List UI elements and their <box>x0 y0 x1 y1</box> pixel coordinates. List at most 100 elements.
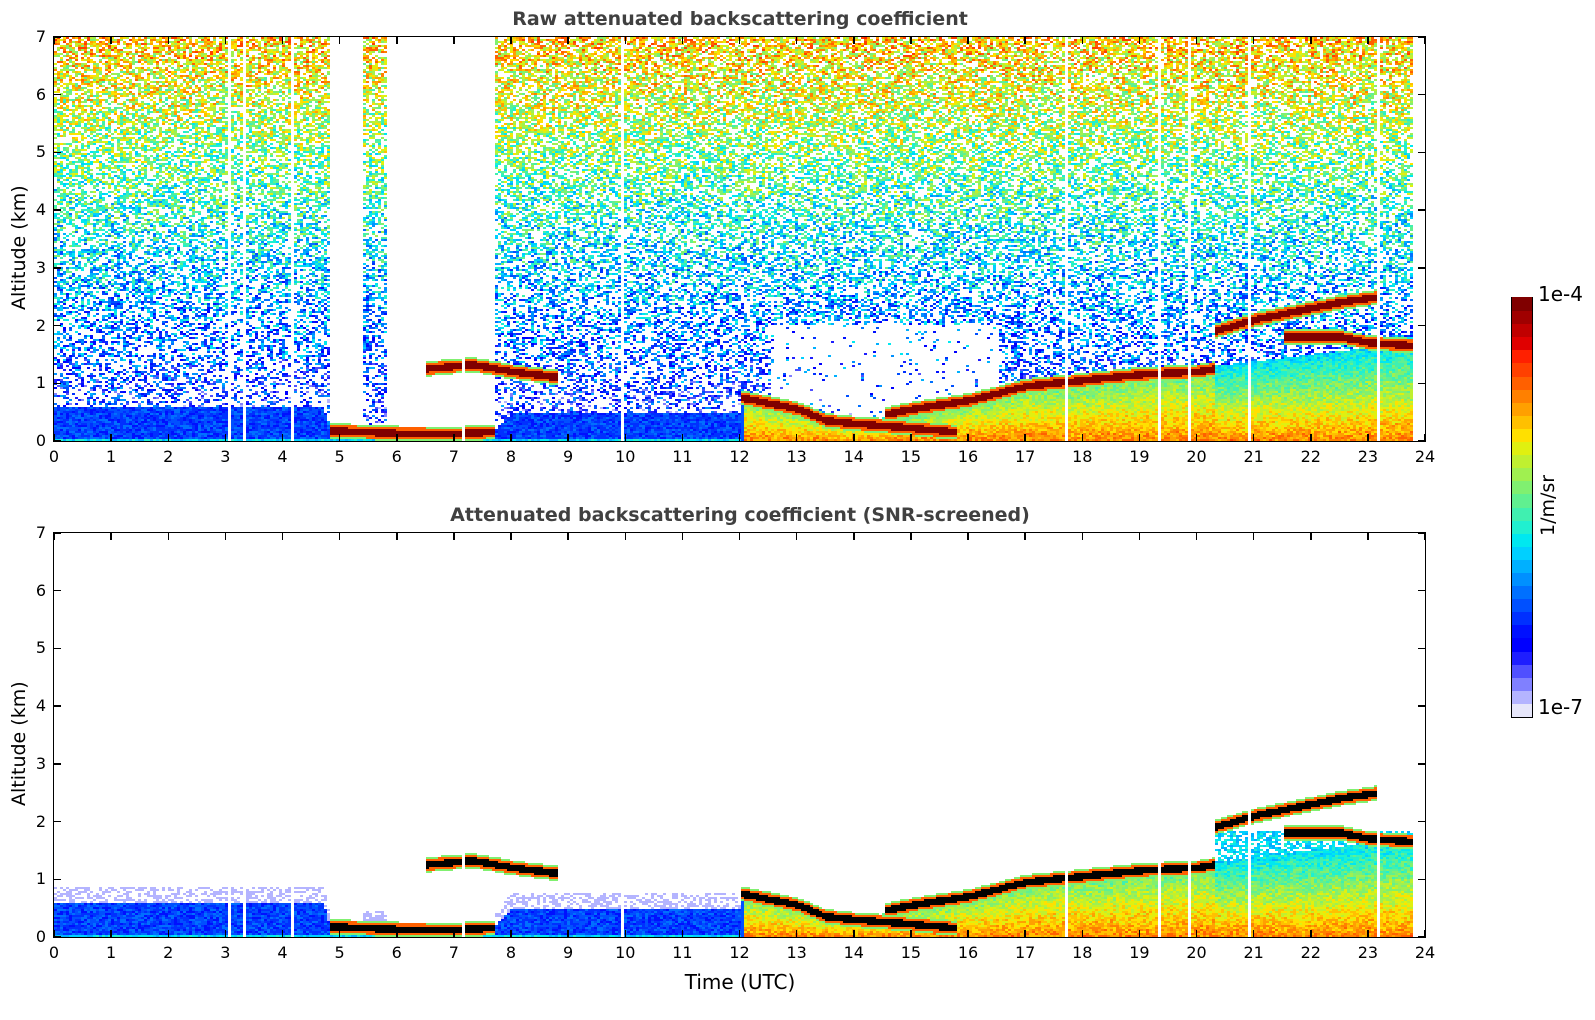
x-tick-label: 22 <box>1300 447 1321 466</box>
y-tick-mark <box>1418 151 1425 154</box>
x-tick-mark <box>510 533 512 540</box>
x-tick-mark <box>167 930 169 937</box>
colorbar-segment <box>1512 624 1532 639</box>
x-tick-label: 23 <box>1357 943 1379 962</box>
colorbar-segment <box>1512 571 1532 587</box>
y-tick-mark <box>54 763 61 765</box>
x-tick-label: 14 <box>843 447 864 466</box>
x-tick-mark <box>1252 434 1255 441</box>
y-tick-label: 4 <box>35 200 46 220</box>
colorbar-segment <box>1512 493 1532 508</box>
x-tick-mark <box>281 37 284 44</box>
colorbar <box>1511 296 1533 718</box>
x-tick-mark <box>110 930 112 937</box>
x-tick-label: 8 <box>505 447 517 466</box>
x-tick-mark <box>681 930 684 937</box>
y-tick-mark <box>1418 763 1425 765</box>
x-tick-mark <box>224 37 227 44</box>
x-tick-mark <box>738 37 741 44</box>
y-tick-mark <box>54 589 61 592</box>
x-tick-label: 15 <box>900 943 922 962</box>
x-tick-label: 1 <box>106 447 117 466</box>
x-tick-label: 0 <box>48 943 60 962</box>
colorbar-segment <box>1512 414 1532 429</box>
x-tick-mark <box>1081 37 1083 44</box>
colorbar-segment <box>1512 427 1532 443</box>
colorbar-segment <box>1512 375 1532 390</box>
x-tick-label: 0 <box>48 447 60 466</box>
x-tick-mark <box>1252 930 1255 937</box>
colorbar-segment <box>1512 637 1532 652</box>
x-tick-mark <box>853 533 855 540</box>
x-tick-label: 18 <box>1072 447 1093 466</box>
x-tick-mark <box>1195 533 1198 540</box>
y-tick-mark <box>54 93 61 96</box>
x-tick-mark <box>1024 37 1026 44</box>
x-tick-mark <box>1138 930 1141 937</box>
x-tick-mark <box>567 930 569 937</box>
y-tick-label: 0 <box>35 927 46 946</box>
colorbar-segment <box>1512 322 1532 338</box>
y-tick-mark <box>1418 532 1425 534</box>
x-tick-mark <box>1367 37 1369 44</box>
x-tick-label: 24 <box>1414 943 1436 962</box>
x-tick-label: 24 <box>1414 447 1436 466</box>
x-tick-label: 5 <box>334 447 345 466</box>
x-tick-mark <box>510 37 512 44</box>
y-tick-mark <box>1418 93 1425 96</box>
x-tick-mark <box>281 434 284 441</box>
colorbar-segment <box>1512 702 1532 717</box>
x-tick-mark <box>1195 434 1198 441</box>
colorbar-segment <box>1512 545 1532 560</box>
x-tick-mark <box>1081 434 1083 441</box>
x-tick-mark <box>53 37 55 44</box>
colorbar-segment <box>1512 453 1532 469</box>
y-tick-label: 7 <box>35 27 46 46</box>
x-tick-mark <box>453 434 455 441</box>
x-tick-mark <box>795 930 798 937</box>
x-tick-label: 12 <box>729 447 750 466</box>
x-tick-label: 12 <box>729 943 750 962</box>
y-tick-label: 7 <box>35 523 46 542</box>
y-tick-mark <box>54 878 61 881</box>
x-tick-label: 10 <box>615 943 636 962</box>
x-tick-mark <box>624 434 626 441</box>
x-tick-mark <box>53 533 55 540</box>
x-tick-mark <box>624 930 626 937</box>
x-tick-mark <box>1310 434 1312 441</box>
x-tick-label: 7 <box>448 447 459 466</box>
colorbar-segment <box>1512 663 1532 678</box>
x-tick-mark <box>396 37 398 44</box>
x-tick-mark <box>281 533 284 540</box>
y-tick-mark <box>1418 936 1425 938</box>
x-tick-mark <box>795 434 798 441</box>
colorbar-segment <box>1512 506 1532 521</box>
colorbar-segment <box>1512 466 1532 482</box>
x-tick-mark <box>567 533 569 540</box>
x-axis-label: Time (UTC) <box>684 970 796 994</box>
x-tick-mark <box>795 37 798 44</box>
x-tick-mark <box>967 37 969 44</box>
x-tick-label: 23 <box>1357 447 1379 466</box>
x-tick-label: 20 <box>1186 447 1207 466</box>
colorbar-segment <box>1512 296 1532 312</box>
screened-backscatter-heatmap <box>54 533 1425 937</box>
x-tick-mark <box>281 930 284 937</box>
x-tick-mark <box>1310 533 1312 540</box>
y-tick-mark <box>1418 324 1425 327</box>
x-tick-label: 1 <box>106 943 117 962</box>
x-tick-mark <box>567 37 569 44</box>
x-tick-mark <box>1138 434 1141 441</box>
x-tick-mark <box>1367 533 1369 540</box>
y-tick-label: 6 <box>35 580 46 600</box>
x-tick-mark <box>1195 930 1198 937</box>
chart-title-raw: Raw attenuated backscattering coefficien… <box>512 8 968 30</box>
x-tick-mark <box>967 434 969 441</box>
x-tick-label: 11 <box>672 447 693 466</box>
x-tick-mark <box>338 533 341 540</box>
x-tick-mark <box>110 434 112 441</box>
x-tick-mark <box>1424 930 1426 937</box>
x-tick-label: 3 <box>220 943 231 962</box>
x-tick-label: 9 <box>563 943 574 962</box>
x-tick-mark <box>224 930 227 937</box>
